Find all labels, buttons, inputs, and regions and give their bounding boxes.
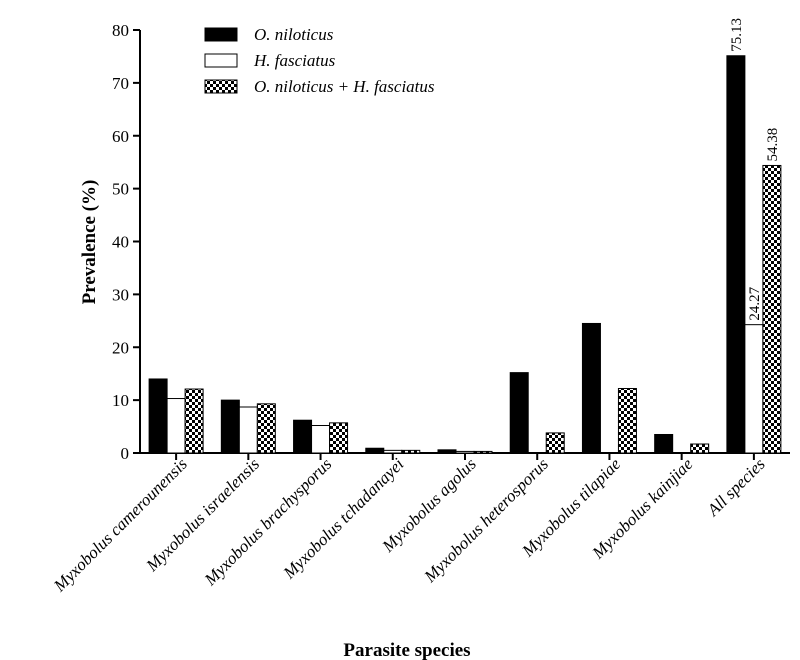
bar-h-fasciatus-myxobolus-israelensis [238,406,258,454]
bar-o-niloticus-myxobolus-tilapiae [581,322,601,454]
legend-swatch-o-niloticus [204,27,238,42]
bar-h-fasciatus-myxobolus-tchadanayei [383,449,403,454]
x-tick-label: Myxobolus camerounensis [49,454,191,596]
data-label-o-niloticus-h-fasciatus: 54.38 [765,128,781,162]
y-tick-label: 60 [112,127,129,146]
legend-label-o-niloticus-h-fasciatus: O. niloticus + H. fasciatus [254,77,435,96]
y-tick-label: 40 [112,233,129,252]
legend: O. niloticus H. fasciatus O. niloticus + H… [204,25,435,96]
legend-label-o-niloticus: O. niloticus [254,25,334,44]
y-tick-label: 10 [112,391,129,410]
bar-h-fasciatus-myxobolus-agolus [455,450,475,454]
bar-o-niloticus-h-fasciatus-all-species [762,164,782,454]
bar-o-niloticus-myxobolus-brachysporus [293,419,313,454]
y-tick-label: 20 [112,338,129,357]
bar-o-niloticus-myxobolus-camerounensis [148,378,168,454]
bar-h-fasciatus-myxobolus-camerounensis [166,398,186,454]
data-label-h-fasciatus: 24.27 [747,286,763,320]
bar-o-niloticus-myxobolus-kainjiae [654,433,674,454]
bar-o-niloticus-myxobolus-israelensis [220,399,240,454]
y-axis-title: Prevalence (%) [79,180,100,305]
bar-o-niloticus-h-fasciatus-myxobolus-agolus [473,450,493,454]
bar-o-niloticus-h-fasciatus-myxobolus-heterosporus [545,432,565,454]
bar-o-niloticus-h-fasciatus-myxobolus-camerounensis [184,388,204,454]
x-tick-label: Myxobolus tchadanayei [279,454,408,583]
bar-o-niloticus-h-fasciatus-myxobolus-kainjiae [690,443,710,454]
bar-h-fasciatus-myxobolus-brachysporus [311,425,331,454]
y-tick-label: 0 [121,444,130,463]
x-tick-label: Myxobolus heterosporus [420,454,552,586]
bar-o-niloticus-myxobolus-agolus [437,449,457,454]
y-tick-label: 70 [112,74,129,93]
y-tick-label: 30 [112,285,129,304]
legend-swatch-h-fasciatus [204,53,238,68]
x-axis-title: Parasite species [343,640,470,660]
data-labels: 75.13 24.27 54.38 [729,18,781,321]
bar-o-niloticus-h-fasciatus-myxobolus-israelensis [256,403,276,454]
bar-h-fasciatus-all-species [744,324,764,454]
bar-o-niloticus-h-fasciatus-myxobolus-tilapiae [617,387,637,454]
bar-o-niloticus-all-species [726,55,746,454]
bar-o-niloticus-myxobolus-heterosporus [509,372,529,454]
data-label-o-niloticus: 75.13 [729,18,745,52]
legend-swatch-o-niloticus-h-fasciatus [204,79,238,94]
x-tick-label: Myxobolus brachysporus [200,454,336,590]
legend-label-h-fasciatus: H. fasciatus [253,51,336,70]
y-tick-label: 80 [112,21,129,40]
bar-o-niloticus-myxobolus-tchadanayei [365,447,385,454]
axes: 0 10 20 30 40 50 60 70 80 Myxobolus camerounensis… [49,21,790,596]
y-tick-label: 50 [112,180,129,199]
bars [148,55,782,454]
x-tick-label: All species [703,454,769,520]
bar-o-niloticus-h-fasciatus-myxobolus-brachysporus [329,422,349,454]
bar-o-niloticus-h-fasciatus-myxobolus-tchadanayei [401,449,421,454]
